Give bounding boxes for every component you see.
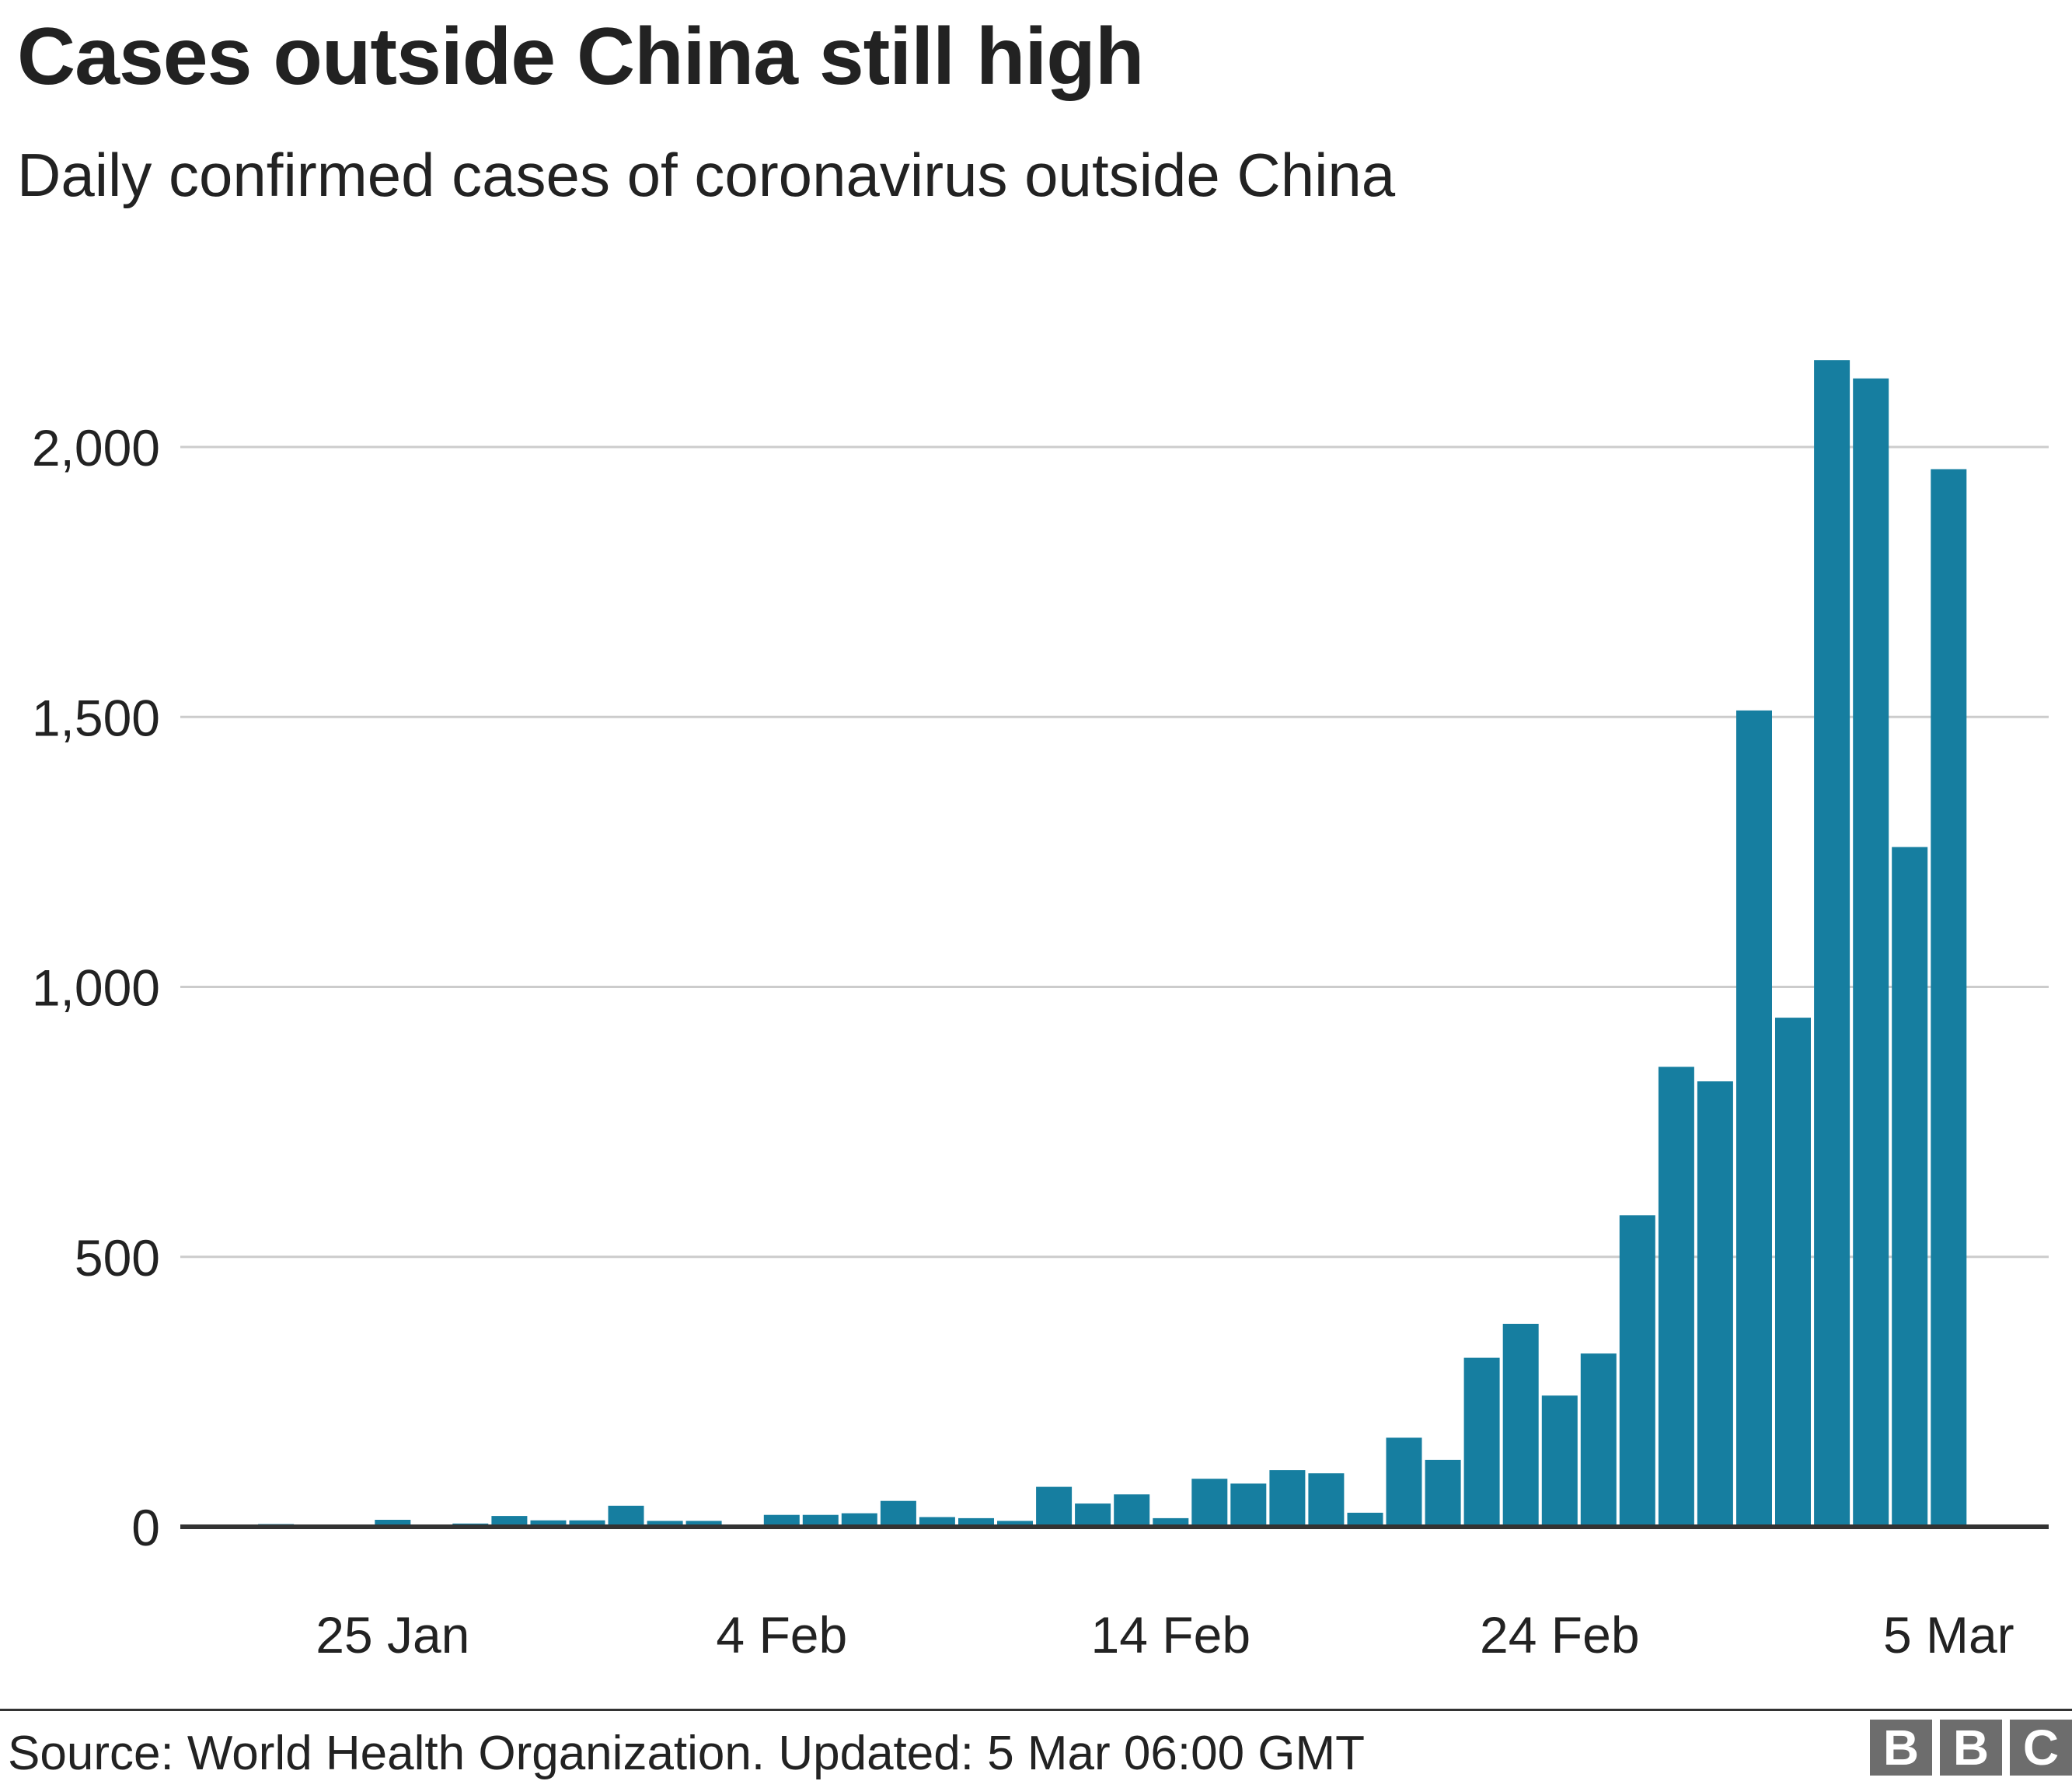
bar: [1619, 1215, 1655, 1527]
y-tick-label: 2,000: [32, 419, 160, 477]
bar: [1036, 1486, 1073, 1527]
bar: [1114, 1494, 1150, 1527]
bar: [491, 1516, 528, 1527]
chart-subtitle: Daily confirmed cases of coronavirus out…: [17, 141, 1396, 209]
bar: [1580, 1353, 1617, 1527]
bar: [997, 1521, 1033, 1527]
bars: [180, 360, 1967, 1528]
y-tick-label: 1,500: [32, 689, 160, 746]
bar: [880, 1500, 916, 1527]
bar: [647, 1521, 683, 1527]
x-axis-labels: 25 Jan 4 Feb 14 Feb 24 Feb 5 Mar: [316, 1606, 2014, 1664]
bar: [1347, 1512, 1383, 1527]
bar: [1853, 378, 1889, 1527]
bbc-logo-letter-1: B: [1870, 1720, 1932, 1776]
bar: [1775, 1018, 1811, 1527]
bar: [1386, 1437, 1422, 1527]
footer-divider: [0, 1709, 2072, 1711]
bbc-logo: B B C: [1870, 1720, 2072, 1776]
y-tick-label: 0: [131, 1499, 160, 1556]
bar: [1269, 1470, 1306, 1527]
bar: [763, 1514, 800, 1527]
bar: [1463, 1357, 1500, 1527]
bar: [530, 1520, 567, 1527]
bar: [1191, 1479, 1228, 1527]
bar: [1658, 1067, 1694, 1527]
bar: [1230, 1483, 1267, 1527]
y-tick-label: 500: [75, 1229, 160, 1287]
y-tick-label: 1,000: [32, 959, 160, 1017]
bar: [919, 1517, 955, 1527]
bar: [1892, 847, 1928, 1527]
bar: [802, 1514, 839, 1527]
bar: [1308, 1473, 1345, 1527]
source-note: Source: World Health Organization. Updat…: [8, 1727, 1366, 1780]
bar: [1931, 469, 1967, 1527]
bar: [1502, 1323, 1539, 1527]
bar: [1814, 360, 1850, 1528]
bar: [958, 1517, 994, 1527]
bar-chart: 0 500 1,000 1,500 2,000 25 Jan 4 Feb 14 Feb 24 …: [32, 360, 2049, 1664]
x-tick-label: 4 Feb: [716, 1606, 847, 1664]
bar: [685, 1521, 722, 1527]
bbc-logo-letter-2: B: [1940, 1720, 2002, 1776]
bar: [1541, 1395, 1578, 1527]
x-tick-label: 25 Jan: [316, 1606, 469, 1664]
bar: [1075, 1503, 1111, 1527]
bar: [375, 1520, 411, 1527]
bar: [841, 1513, 877, 1527]
y-axis-labels: 0 500 1,000 1,500 2,000: [32, 419, 160, 1556]
bar: [608, 1505, 644, 1527]
bar: [1736, 710, 1772, 1527]
x-tick-label: 24 Feb: [1480, 1606, 1639, 1664]
bar: [1425, 1459, 1461, 1527]
bbc-logo-letter-3: C: [2010, 1720, 2072, 1776]
x-tick-label: 5 Mar: [1883, 1606, 2014, 1664]
chart-title: Cases outside China still high: [17, 12, 1144, 102]
bar: [1697, 1081, 1733, 1527]
bar: [1153, 1517, 1189, 1527]
x-tick-label: 14 Feb: [1091, 1606, 1251, 1664]
bar: [569, 1520, 605, 1527]
